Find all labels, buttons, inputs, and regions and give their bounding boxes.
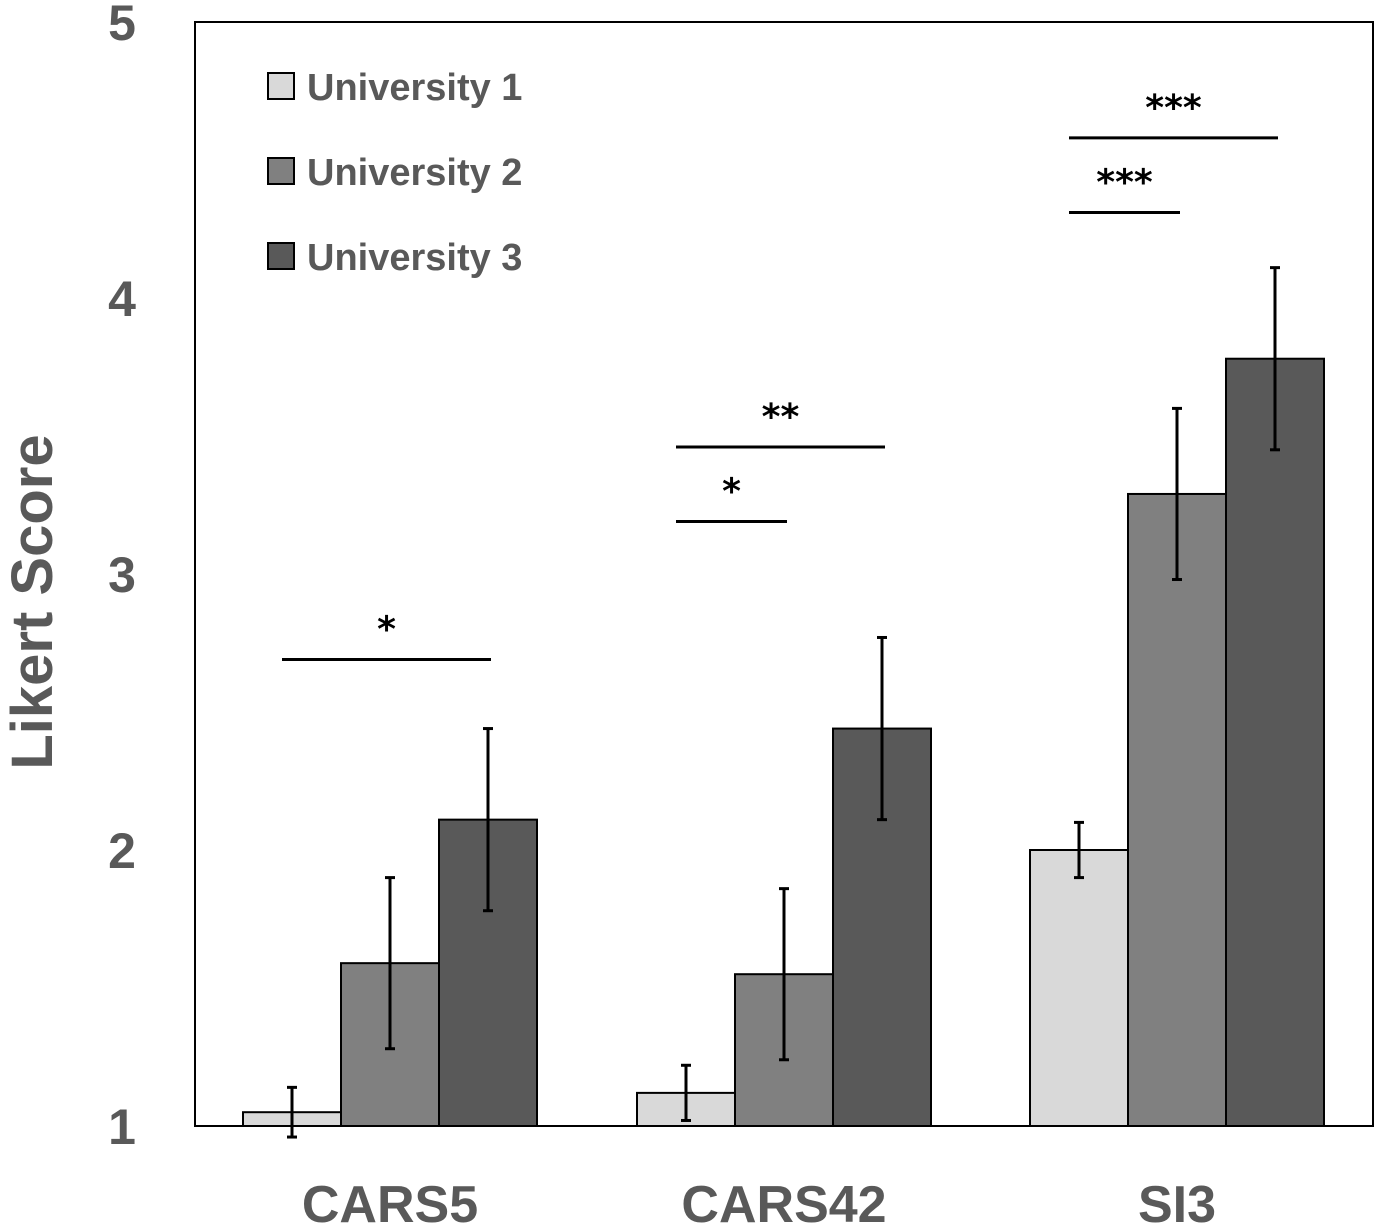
error-bar-si3-series-2 bbox=[1172, 406, 1182, 582]
y-tick-label-4: 4 bbox=[108, 271, 136, 327]
y-tick-label-3: 3 bbox=[108, 547, 136, 603]
y-tick-label-5: 5 bbox=[108, 0, 136, 51]
y-tick-label-2: 2 bbox=[108, 823, 136, 879]
y-tick-labels: 1 2 3 4 5 bbox=[108, 0, 136, 1155]
significance-si3-4: *** bbox=[1069, 162, 1180, 214]
significance-cars42-2: * bbox=[676, 472, 787, 524]
legend: University 1 University 2 University 3 bbox=[267, 67, 522, 279]
significance-label: ** bbox=[762, 397, 800, 438]
bar-cars42-series-3 bbox=[832, 727, 932, 1127]
x-tick-label-si3: SI3 bbox=[1138, 1176, 1216, 1229]
error-bar-cars5-series-3 bbox=[483, 727, 493, 913]
error-bar-si3-series-1 bbox=[1074, 820, 1084, 880]
error-bar-cars42-series-2 bbox=[779, 887, 789, 1062]
bars-layer bbox=[242, 357, 1325, 1128]
error-bar-si3-series-3 bbox=[1270, 266, 1280, 452]
error-bar-cars5-series-2 bbox=[385, 876, 395, 1051]
significance-cars42-3: ** bbox=[676, 397, 885, 449]
legend-entry-series-3: University 3 bbox=[267, 237, 522, 279]
error-bar-cars42-series-1 bbox=[681, 1063, 691, 1122]
significance-label: * bbox=[377, 610, 396, 651]
bar-si3-series-2 bbox=[1127, 492, 1227, 1127]
legend-entry-series-1: University 1 bbox=[267, 67, 522, 109]
bar-si3-series-1 bbox=[1029, 849, 1129, 1127]
x-tick-label-cars42: CARS42 bbox=[681, 1176, 886, 1229]
bar-si3-series-3 bbox=[1225, 357, 1325, 1128]
legend-swatch bbox=[267, 242, 295, 270]
x-category-labels: CARS5 CARS42 SI3 bbox=[302, 1176, 1216, 1229]
significance-si3-5: *** bbox=[1069, 88, 1278, 140]
legend-label: University 1 bbox=[307, 67, 522, 109]
legend-swatch bbox=[267, 72, 295, 100]
legend-entry-series-2: University 2 bbox=[267, 152, 522, 194]
error-bar-cars5-series-1 bbox=[287, 1085, 297, 1139]
legend-swatch bbox=[267, 157, 295, 185]
significance-label: *** bbox=[1145, 88, 1202, 129]
error-bars-layer bbox=[287, 266, 1280, 1139]
y-tick-label-1: 1 bbox=[108, 1099, 136, 1155]
significance-cars5-1: * bbox=[282, 610, 491, 662]
significance-label: * bbox=[722, 472, 741, 513]
legend-label: University 3 bbox=[307, 237, 522, 279]
significance-layer: ********** bbox=[282, 88, 1278, 662]
error-bar-cars42-series-3 bbox=[877, 635, 887, 822]
legend-label: University 2 bbox=[307, 152, 522, 194]
y-axis-title: Likert Score bbox=[0, 434, 65, 769]
x-tick-label-cars5: CARS5 bbox=[302, 1176, 478, 1229]
significance-label: *** bbox=[1096, 162, 1153, 203]
